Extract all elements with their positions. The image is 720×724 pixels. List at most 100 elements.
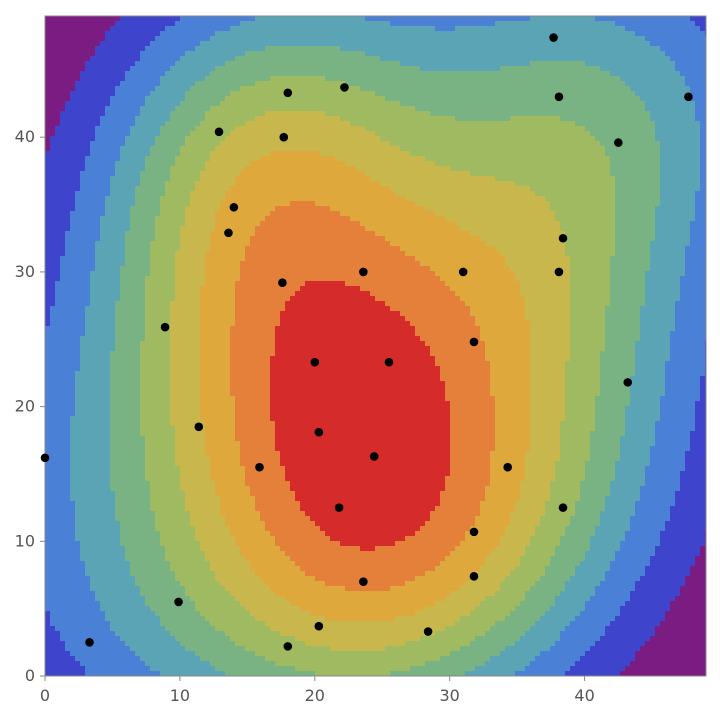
contour-cell: [450, 36, 456, 42]
contour-cell: [325, 181, 331, 187]
contour-cell: [335, 196, 341, 202]
contour-cell: [385, 151, 391, 157]
contour-cell: [695, 46, 701, 52]
contour-cell: [490, 131, 496, 137]
contour-cell: [225, 106, 231, 112]
contour-cell: [630, 16, 636, 22]
contour-cell: [260, 121, 266, 127]
contour-cell: [255, 146, 261, 152]
contour-cell: [115, 21, 121, 27]
contour-cell: [410, 156, 416, 162]
contour-cell: [485, 71, 491, 77]
contour-cell: [260, 101, 266, 107]
contour-cell: [495, 106, 501, 112]
contour-cell: [560, 131, 566, 137]
contour-cell: [310, 81, 316, 87]
contour-cell: [100, 86, 106, 92]
contour-cell: [330, 186, 336, 192]
contour-cell: [685, 186, 691, 192]
contour-cell: [455, 106, 461, 112]
contour-cell: [265, 186, 271, 192]
contour-cell: [685, 131, 691, 137]
contour-cell: [380, 91, 386, 97]
contour-cell: [50, 101, 56, 107]
contour-cell: [575, 21, 581, 27]
contour-cell: [405, 121, 411, 127]
contour-cell: [425, 196, 431, 202]
contour-cell: [535, 66, 541, 72]
contour-cell: [610, 16, 616, 22]
contour-cell: [265, 91, 271, 97]
contour-cell: [115, 141, 121, 147]
contour-cell: [540, 151, 546, 157]
contour-cell: [420, 61, 426, 67]
contour-cell: [175, 76, 181, 82]
contour-cell: [255, 201, 261, 207]
contour-cell: [440, 61, 446, 67]
contour-cell: [550, 186, 556, 192]
contour-cell: [290, 126, 296, 132]
contour-cell: [155, 41, 161, 47]
contour-cell: [405, 91, 411, 97]
contour-cell: [85, 176, 91, 182]
contour-cell: [360, 36, 366, 42]
contour-cell: [620, 101, 626, 107]
contour-cell: [125, 56, 131, 62]
contour-cell: [270, 56, 276, 62]
contour-cell: [160, 96, 166, 102]
contour-cell: [505, 171, 511, 177]
contour-cell: [235, 151, 241, 157]
contour-cell: [230, 191, 236, 197]
contour-cell: [655, 31, 661, 37]
contour-cell: [45, 201, 51, 207]
contour-cell: [180, 21, 186, 27]
contour-cell: [360, 71, 366, 77]
contour-cell: [315, 166, 321, 172]
contour-cell: [640, 26, 646, 32]
contour-cell: [555, 16, 561, 22]
contour-cell: [475, 41, 481, 47]
contour-cell: [440, 41, 446, 47]
contour-cell: [380, 106, 386, 112]
contour-cell: [145, 106, 151, 112]
contour-cell: [565, 156, 571, 162]
contour-cell: [635, 81, 641, 87]
contour-cell: [425, 151, 431, 157]
contour-cell: [420, 96, 426, 102]
contour-cell: [665, 51, 671, 57]
contour-cell: [460, 116, 466, 122]
contour-cell: [540, 56, 546, 62]
contour-cell: [235, 81, 241, 87]
contour-cell: [485, 96, 491, 102]
contour-cell: [165, 101, 171, 107]
contour-cell: [540, 16, 546, 22]
contour-cell: [590, 56, 596, 62]
contour-cell: [605, 36, 611, 42]
contour-cell: [350, 171, 356, 177]
contour-cell: [525, 151, 531, 157]
contour-cell: [650, 121, 656, 127]
contour-cell: [45, 131, 51, 137]
contour-cell: [405, 21, 411, 27]
contour-cell: [320, 181, 326, 187]
contour-cell: [400, 161, 406, 167]
contour-cell: [480, 111, 486, 117]
contour-cell: [140, 171, 146, 177]
contour-cell: [545, 126, 551, 132]
contour-cell: [190, 131, 196, 137]
contour-cell: [230, 41, 236, 47]
contour-cell: [205, 21, 211, 27]
contour-cell: [170, 51, 176, 57]
contour-cell: [475, 66, 481, 72]
contour-cell: [590, 141, 596, 147]
contour-cell: [255, 66, 261, 72]
contour-cell: [185, 181, 191, 187]
contour-cell: [460, 106, 466, 112]
contour-cell: [55, 96, 61, 102]
contour-cell: [625, 106, 631, 112]
contour-cell: [85, 41, 91, 47]
contour-cell: [560, 146, 566, 152]
contour-cell: [190, 96, 196, 102]
contour-cell: [695, 191, 701, 197]
contour-cell: [685, 191, 691, 197]
